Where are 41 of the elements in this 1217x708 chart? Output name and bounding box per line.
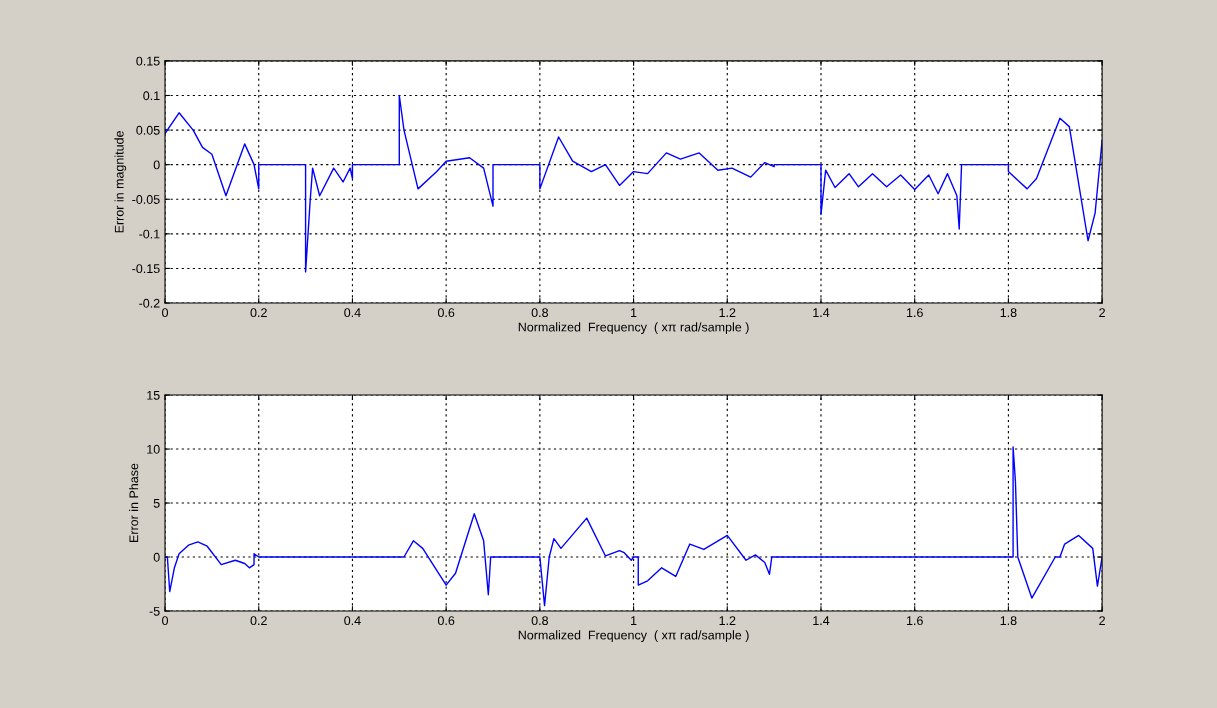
y-tick-label: 0.1	[143, 91, 160, 101]
y-tick-label: 0	[153, 160, 160, 170]
x-tick-label: 0.4	[344, 308, 361, 318]
x-tick-label: 1.4	[813, 308, 830, 317]
y-tick-label: 5	[153, 498, 160, 508]
x-tick-label: 1	[631, 308, 637, 317]
y-tick-label: -0.05	[132, 195, 160, 204]
y-axis-title: Error in magnitude	[114, 131, 127, 233]
line-series	[165, 94, 1103, 273]
y-tick-label: 0.15	[136, 56, 160, 66]
y-axis-title: Error in Phase	[129, 463, 139, 542]
y-tick-label: -0.15	[132, 264, 160, 274]
x-tick-label: 2	[1099, 308, 1105, 317]
x-tick-label: 0.8	[531, 308, 549, 318]
x-tick-label: 1.8	[1000, 308, 1017, 318]
x-tick-label: 1	[631, 616, 637, 625]
x-axis-title: Normalized Frequency ( xπ rad/sample )	[518, 630, 749, 642]
x-tick-label: 0.2	[250, 616, 267, 626]
x-tick-label: 1.8	[1000, 616, 1017, 626]
y-tick-label: -5	[149, 606, 160, 616]
y-tick-label: 10	[147, 444, 160, 454]
x-tick-label: 0	[162, 616, 169, 626]
x-tick-label: 2	[1099, 616, 1105, 625]
x-tick-label: 0.4	[344, 616, 361, 626]
x-tick-label: 0.2	[250, 308, 267, 318]
x-tick-label: 1.6	[906, 308, 923, 318]
x-tick-label: 1.4	[813, 616, 830, 625]
x-tick-label: 1.6	[906, 616, 923, 626]
x-tick-label: 0	[162, 308, 169, 318]
y-tick-label: 15	[147, 390, 160, 400]
line-series	[165, 446, 1103, 607]
x-tick-label: 0.8	[531, 616, 549, 626]
y-tick-label: 0.05	[136, 125, 160, 135]
x-tick-label: 1.2	[719, 616, 736, 625]
x-axis-title: Normalized Frequency ( xπ rad/sample )	[518, 322, 749, 334]
y-tick-label: 0	[153, 552, 160, 562]
y-tick-label: -0.2	[139, 298, 160, 308]
x-tick-label: 0.6	[437, 308, 455, 318]
x-tick-label: 0.6	[437, 616, 455, 626]
y-tick-label: -0.1	[139, 229, 160, 239]
x-tick-label: 1.2	[719, 308, 736, 317]
